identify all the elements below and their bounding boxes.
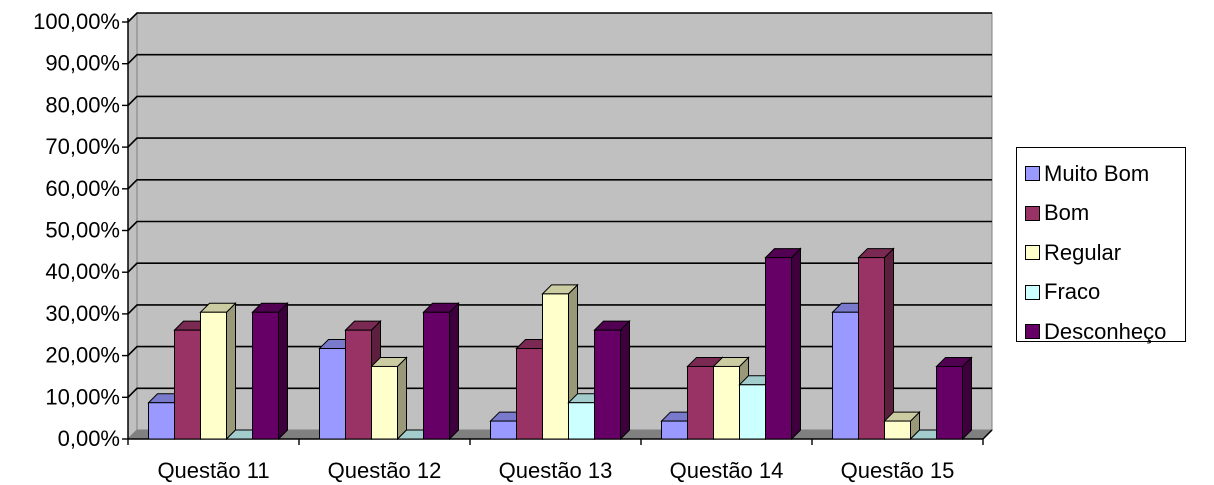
legend-swatch bbox=[1025, 245, 1040, 261]
legend-swatch bbox=[1025, 324, 1040, 340]
x-tick-label: Questão 15 bbox=[841, 458, 955, 483]
y-tick-label: 80,00% bbox=[45, 92, 120, 117]
y-tick-label: 90,00% bbox=[45, 51, 120, 76]
legend: Muito Bom Bom Regular Fraco Desconheço bbox=[1016, 147, 1186, 344]
x-tick-label: Questão 11 bbox=[157, 458, 269, 483]
gridlines bbox=[127, 12, 992, 398]
legend-label: Muito Bom bbox=[1044, 160, 1150, 186]
legend-item: Fraco bbox=[1025, 273, 1185, 313]
y-tick-label: 70,00% bbox=[45, 134, 120, 159]
legend-item: Muito Bom bbox=[1025, 154, 1185, 194]
x-tick-label: Questão 12 bbox=[328, 458, 442, 483]
legend-item: Desconheço bbox=[1025, 312, 1185, 352]
y-axis-tick-labels: 0,00% 10,00% 20,00% 30,00% 40,00% 50,00% 60,00… bbox=[33, 9, 120, 451]
gridline bbox=[127, 95, 992, 106]
legend-item: Bom bbox=[1025, 194, 1185, 234]
bar bbox=[883, 410, 921, 441]
gridline bbox=[127, 53, 992, 65]
legend-swatch bbox=[1025, 284, 1040, 300]
legend-label: Desconheço bbox=[1044, 318, 1167, 344]
y-tick-label: 50,00% bbox=[45, 218, 120, 243]
y-tick-label: 60,00% bbox=[45, 176, 120, 201]
legend-item: Regular bbox=[1025, 233, 1185, 273]
legend-swatch bbox=[1025, 166, 1040, 182]
bars bbox=[147, 247, 973, 441]
gridline bbox=[127, 220, 992, 232]
gridline bbox=[127, 262, 992, 273]
y-tick-label: 100,00% bbox=[33, 9, 120, 34]
gridline bbox=[127, 345, 992, 357]
legend-label: Regular bbox=[1044, 239, 1122, 265]
gridline bbox=[127, 12, 992, 23]
x-axis-depth-line bbox=[982, 429, 993, 440]
y-tick-label: 20,00% bbox=[45, 343, 120, 368]
y-tick-label: 40,00% bbox=[45, 259, 120, 284]
x-tick-label: Questão 13 bbox=[499, 458, 613, 483]
legend-label: Fraco bbox=[1044, 279, 1101, 305]
gridline bbox=[127, 137, 992, 148]
bar bbox=[857, 247, 895, 441]
legend-swatch bbox=[1025, 205, 1040, 221]
bar bbox=[251, 302, 289, 441]
bar bbox=[935, 356, 973, 441]
bar bbox=[593, 319, 631, 441]
bar bbox=[199, 302, 237, 441]
x-tick-label: Questão 14 bbox=[670, 458, 784, 483]
gridline bbox=[127, 304, 992, 315]
bar bbox=[370, 356, 408, 441]
gridline bbox=[127, 179, 992, 190]
legend-label: Bom bbox=[1044, 200, 1090, 226]
y-tick-label: 10,00% bbox=[45, 384, 120, 409]
bar bbox=[489, 410, 527, 441]
y-tick-label: 30,00% bbox=[45, 301, 120, 326]
bar bbox=[764, 247, 802, 441]
bar bbox=[686, 356, 724, 441]
y-tick-label: 0,00% bbox=[58, 426, 120, 451]
bar bbox=[422, 302, 460, 441]
x-axis-tick-labels: Questão 11 Questão 12 Questão 13 Questão 14… bbox=[157, 458, 954, 483]
